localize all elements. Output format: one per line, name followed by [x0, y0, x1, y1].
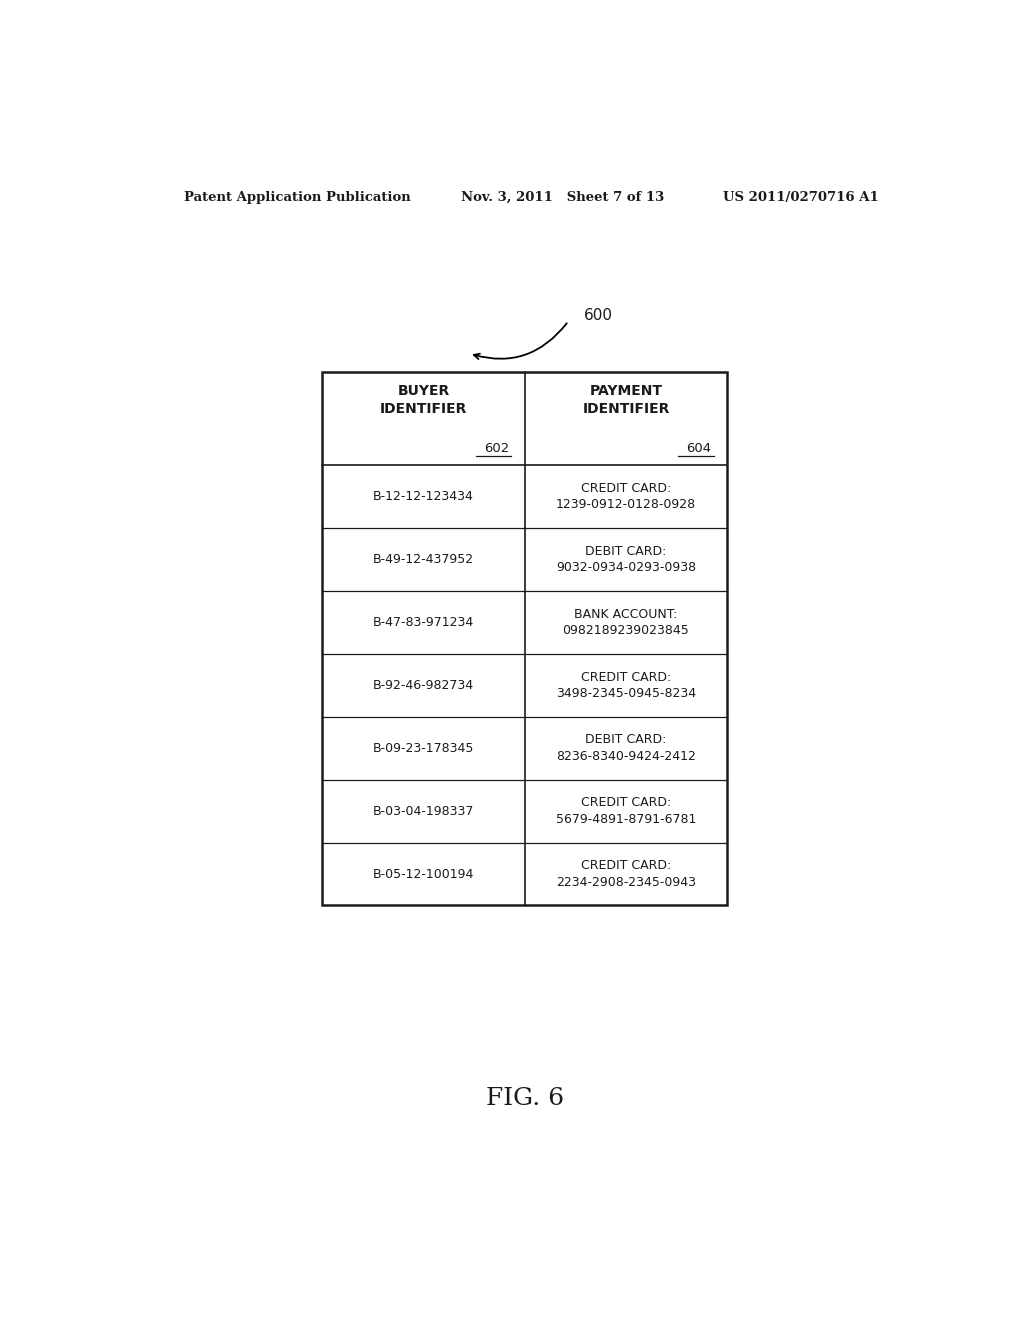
Text: B-03-04-198337: B-03-04-198337: [373, 805, 474, 817]
Text: B-92-46-982734: B-92-46-982734: [373, 678, 474, 692]
Text: 602: 602: [483, 442, 509, 455]
Text: B-49-12-437952: B-49-12-437952: [373, 553, 474, 566]
Text: CREDIT CARD:
2234-2908-2345-0943: CREDIT CARD: 2234-2908-2345-0943: [556, 859, 696, 888]
Text: PAYMENT
IDENTIFIER: PAYMENT IDENTIFIER: [583, 384, 670, 416]
Text: DEBIT CARD:
8236-8340-9424-2412: DEBIT CARD: 8236-8340-9424-2412: [556, 734, 696, 763]
Text: B-05-12-100194: B-05-12-100194: [373, 867, 474, 880]
Text: BANK ACCOUNT:
0982189239023845: BANK ACCOUNT: 0982189239023845: [562, 607, 689, 638]
Text: CREDIT CARD:
1239-0912-0128-0928: CREDIT CARD: 1239-0912-0128-0928: [556, 482, 696, 511]
Text: B-09-23-178345: B-09-23-178345: [373, 742, 474, 755]
Text: 604: 604: [686, 442, 712, 455]
Text: US 2011/0270716 A1: US 2011/0270716 A1: [723, 190, 879, 203]
Text: 600: 600: [585, 309, 613, 323]
Text: CREDIT CARD:
3498-2345-0945-8234: CREDIT CARD: 3498-2345-0945-8234: [556, 671, 696, 700]
Text: FIG. 6: FIG. 6: [485, 1088, 564, 1110]
Text: Nov. 3, 2011   Sheet 7 of 13: Nov. 3, 2011 Sheet 7 of 13: [461, 190, 665, 203]
Text: B-12-12-123434: B-12-12-123434: [373, 490, 474, 503]
Text: CREDIT CARD:
5679-4891-8791-6781: CREDIT CARD: 5679-4891-8791-6781: [556, 796, 696, 826]
Text: DEBIT CARD:
9032-0934-0293-0938: DEBIT CARD: 9032-0934-0293-0938: [556, 545, 696, 574]
Text: Patent Application Publication: Patent Application Publication: [183, 190, 411, 203]
Text: BUYER
IDENTIFIER: BUYER IDENTIFIER: [380, 384, 467, 416]
Text: B-47-83-971234: B-47-83-971234: [373, 616, 474, 628]
Bar: [323, 372, 727, 906]
